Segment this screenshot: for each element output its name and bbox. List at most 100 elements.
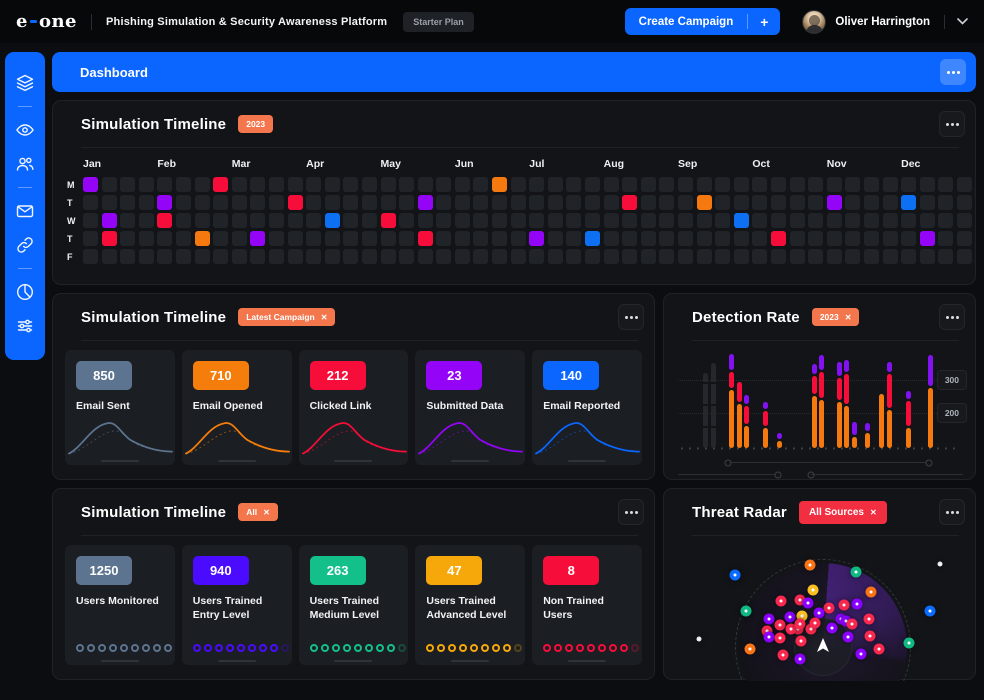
card-scrollbar[interactable] <box>334 660 373 662</box>
timeline-event-cell[interactable] <box>213 177 229 192</box>
threat-dot-yellow[interactable] <box>796 610 808 622</box>
year-filter-badge[interactable]: 2023 <box>238 115 274 133</box>
timeline-event-cell[interactable] <box>919 231 935 246</box>
panel-menu-button[interactable] <box>939 304 965 330</box>
sidebar-mail-icon[interactable] <box>15 201 35 221</box>
sources-filter-badge[interactable]: All Sources ✕ <box>798 500 887 524</box>
timeline-event-cell[interactable] <box>901 195 917 210</box>
threat-dot-purple[interactable] <box>763 613 775 625</box>
card-scrollbar[interactable] <box>568 460 607 462</box>
threat-dot-red[interactable] <box>864 630 876 642</box>
slider-track[interactable] <box>728 462 929 463</box>
slider-track[interactable] <box>811 474 963 475</box>
threat-dot-orange[interactable] <box>804 559 816 571</box>
threat-dot-green[interactable] <box>740 605 752 617</box>
threat-dot-blue[interactable] <box>924 605 936 617</box>
threat-dot-red[interactable] <box>775 595 787 607</box>
timeline-event-cell[interactable] <box>585 231 601 246</box>
threat-dot-red[interactable] <box>794 618 806 630</box>
threat-dot-purple[interactable] <box>851 598 863 610</box>
timeline-event-cell[interactable] <box>417 195 433 210</box>
panel-menu-button[interactable] <box>618 304 644 330</box>
timeline-event-cell[interactable] <box>324 213 340 228</box>
timeline-event-cell[interactable] <box>287 195 303 210</box>
card-scrollbar[interactable] <box>451 660 490 662</box>
sidebar-users-icon[interactable] <box>15 154 35 174</box>
timeline-event-cell[interactable] <box>417 231 433 246</box>
timeline-event-cell[interactable] <box>492 177 508 192</box>
threat-dot-purple[interactable] <box>855 648 867 660</box>
threat-dot-red[interactable] <box>863 613 875 625</box>
threat-dot-red[interactable] <box>805 623 817 635</box>
threat-dot-red[interactable] <box>795 635 807 647</box>
timeline-event-cell[interactable] <box>622 195 638 210</box>
threat-dot-purple[interactable] <box>763 631 775 643</box>
timeline-event-cell[interactable] <box>101 231 117 246</box>
timeline-event-cell[interactable] <box>826 195 842 210</box>
card-scrollbar[interactable] <box>568 660 607 662</box>
year-filter-badge[interactable]: 2023 ✕ <box>811 308 860 326</box>
timeline-event-cell[interactable] <box>194 231 210 246</box>
timeline-event-cell[interactable] <box>83 177 98 192</box>
timeline-event-cell[interactable] <box>529 231 545 246</box>
campaign-filter-badge[interactable]: Latest Campaign ✕ <box>238 308 336 326</box>
panel-menu-button[interactable] <box>939 499 965 525</box>
threat-dot-green[interactable] <box>850 566 862 578</box>
threat-dot-purple[interactable] <box>802 597 814 609</box>
threat-dot-red[interactable] <box>777 649 789 661</box>
create-campaign-button[interactable]: Create Campaign + <box>624 8 781 35</box>
sidebar-eye-icon[interactable] <box>15 120 35 140</box>
timeline-event-cell[interactable] <box>770 231 786 246</box>
slider-handle[interactable] <box>724 459 732 466</box>
threat-dot-yellow[interactable] <box>807 584 819 596</box>
card-scrollbar[interactable] <box>100 660 139 662</box>
threat-dot-orange[interactable] <box>744 643 756 655</box>
sidebar-layers-icon[interactable] <box>15 73 35 93</box>
threat-dot-purple[interactable] <box>813 607 825 619</box>
threat-dot-red[interactable] <box>794 594 806 606</box>
card-scrollbar[interactable] <box>334 460 373 462</box>
banner-menu-button[interactable] <box>940 59 966 85</box>
timeline-event-cell[interactable] <box>157 213 173 228</box>
sidebar-link-icon[interactable] <box>15 235 35 255</box>
close-icon[interactable]: ✕ <box>869 507 877 517</box>
all-filter-badge[interactable]: All ✕ <box>238 503 278 521</box>
close-icon[interactable]: ✕ <box>844 312 852 322</box>
timeline-event-cell[interactable] <box>157 195 173 210</box>
sidebar-pie-icon[interactable] <box>15 282 35 302</box>
timeline-event-cell[interactable] <box>250 231 266 246</box>
sidebar-sliders-icon[interactable] <box>15 316 35 336</box>
threat-dot-orange[interactable] <box>865 586 877 598</box>
panel-menu-button[interactable] <box>939 111 965 137</box>
threat-dot-green[interactable] <box>903 637 915 649</box>
slider-handle[interactable] <box>774 471 782 478</box>
threat-dot-red[interactable] <box>846 618 858 630</box>
threat-dot-red[interactable] <box>785 623 797 635</box>
threat-dot-purple[interactable] <box>842 631 854 643</box>
threat-dot-white[interactable] <box>696 636 702 642</box>
slider-track[interactable] <box>678 474 778 475</box>
threat-dot-red[interactable] <box>774 632 786 644</box>
chevron-down-icon[interactable] <box>957 18 968 25</box>
timeline-event-cell[interactable] <box>733 213 749 228</box>
threat-dot-purple[interactable] <box>794 653 806 665</box>
card-scrollbar[interactable] <box>217 660 256 662</box>
dashboard-banner[interactable]: Dashboard <box>52 52 976 92</box>
threat-dot-red[interactable] <box>809 617 821 629</box>
threat-dot-purple[interactable] <box>826 622 838 634</box>
close-icon[interactable]: ✕ <box>320 312 328 322</box>
threat-dot-red[interactable] <box>838 599 850 611</box>
close-icon[interactable]: ✕ <box>263 507 270 517</box>
card-scrollbar[interactable] <box>217 460 256 462</box>
threat-dot-red[interactable] <box>774 619 786 630</box>
slider-handle[interactable] <box>925 459 933 466</box>
threat-dot-purple[interactable] <box>784 611 796 623</box>
plus-icon[interactable]: + <box>760 13 769 30</box>
timeline-event-cell[interactable] <box>101 213 117 228</box>
card-scrollbar[interactable] <box>100 460 139 462</box>
threat-dot-white[interactable] <box>937 561 943 567</box>
threat-dot-red[interactable] <box>873 643 885 655</box>
threat-dot-blue[interactable] <box>729 569 741 581</box>
timeline-event-cell[interactable] <box>696 195 712 210</box>
card-scrollbar[interactable] <box>451 460 490 462</box>
